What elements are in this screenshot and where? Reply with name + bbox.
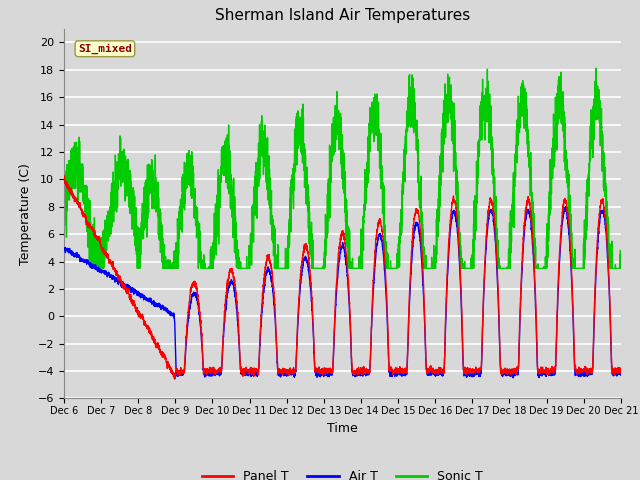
Text: SI_mixed: SI_mixed (78, 44, 132, 54)
X-axis label: Time: Time (327, 421, 358, 434)
Y-axis label: Temperature (C): Temperature (C) (19, 163, 32, 264)
Title: Sherman Island Air Temperatures: Sherman Island Air Temperatures (215, 9, 470, 24)
Legend: Panel T, Air T, Sonic T: Panel T, Air T, Sonic T (196, 465, 488, 480)
